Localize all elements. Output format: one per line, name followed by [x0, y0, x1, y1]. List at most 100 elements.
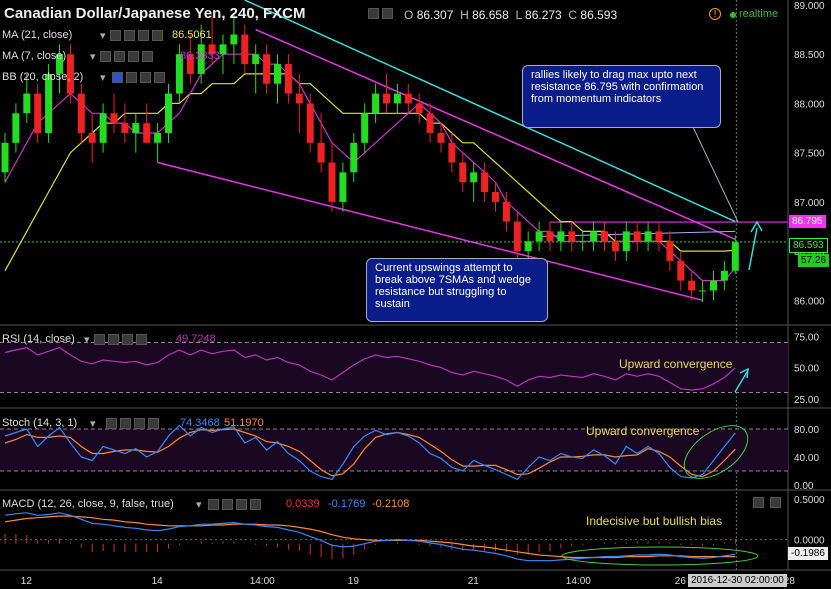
- ma7-dropdown-icon[interactable]: ▾: [90, 51, 96, 63]
- ma7-close-icon[interactable]: [142, 51, 153, 62]
- candle-body: [557, 231, 565, 242]
- candle-body: [350, 142, 358, 173]
- eye-icon[interactable]: [368, 8, 379, 19]
- stoch-highlight-ellipse: [683, 425, 749, 479]
- candle-body: [502, 201, 510, 222]
- stoch-label[interactable]: Stoch (14, 3, 1): [2, 417, 78, 429]
- rsi-dropdown-icon[interactable]: ▾: [84, 334, 90, 346]
- stoch-k-value: 74.3468: [180, 417, 220, 429]
- bb-dropdown-icon[interactable]: ▾: [100, 72, 106, 84]
- rsi-add-icon[interactable]: [122, 334, 133, 345]
- ma21-close-icon[interactable]: [152, 30, 163, 41]
- last-price-tag: 86.593: [789, 238, 828, 253]
- candle-body: [459, 162, 467, 183]
- candle-body: [404, 93, 412, 104]
- ma21-settings-icon[interactable]: [124, 30, 135, 41]
- ma7-settings-icon[interactable]: [114, 51, 125, 62]
- candle-body: [601, 231, 608, 242]
- macd-add-icon[interactable]: [236, 499, 247, 510]
- ma21-add-icon[interactable]: [138, 30, 149, 41]
- candle-body: [45, 73, 53, 133]
- macd-close-icon[interactable]: [250, 499, 261, 510]
- ma21-label[interactable]: MA (21, close): [2, 29, 73, 41]
- macd-label[interactable]: MACD (12, 26, close, 9, false, true): [2, 498, 174, 510]
- candle-body: [132, 123, 140, 133]
- up-arrow-main: [748, 227, 758, 271]
- x-axis-tick: 14:00: [250, 576, 275, 587]
- ma21-eye-icon[interactable]: [110, 30, 121, 41]
- price-axis-tick: 89.000: [794, 1, 825, 12]
- rsi-settings-icon[interactable]: [108, 334, 119, 345]
- realtime-dot-icon: [730, 12, 736, 18]
- bb-label[interactable]: BB (20, close, 2): [2, 71, 84, 83]
- close-label: C: [568, 8, 578, 22]
- candle-body: [372, 93, 380, 114]
- price-axis-tick: 88.000: [794, 99, 825, 110]
- macd-dropdown-icon[interactable]: ▾: [196, 499, 202, 511]
- x-axis-tick: 14:00: [566, 576, 591, 587]
- macd-move-down-icon[interactable]: [770, 497, 781, 508]
- candle-body: [633, 231, 641, 242]
- candle-body: [688, 280, 696, 291]
- annotation-pointer-line: [692, 126, 739, 223]
- ma21-dropdown-icon[interactable]: ▾: [100, 30, 106, 42]
- bb-settings-icon[interactable]: [126, 72, 137, 83]
- stoch-add-icon[interactable]: [134, 418, 145, 429]
- annotation-bottom: Current upswings attempt to break above …: [366, 258, 548, 322]
- price-axis-tick: 88.500: [794, 50, 825, 61]
- annotation-macd: Indecisive but bullish bias: [586, 514, 723, 528]
- candle-body: [143, 123, 151, 143]
- candle-body: [295, 93, 303, 104]
- rsi-axis-tick: 50.00: [794, 364, 819, 375]
- rsi-label[interactable]: RSI (14, close): [2, 333, 75, 345]
- bb-close-icon[interactable]: [154, 72, 165, 83]
- candle-body: [186, 54, 194, 74]
- stoch-settings-icon[interactable]: [120, 418, 131, 429]
- macd-price-tag: -0.1986: [788, 547, 828, 560]
- annotation-stoch: Upward convergence: [586, 424, 700, 438]
- rsi-band: [0, 342, 788, 393]
- stoch-eye-icon[interactable]: [106, 418, 117, 429]
- rsi-eye-icon[interactable]: [94, 334, 105, 345]
- macd-move-up-icon[interactable]: [753, 497, 764, 508]
- bb-add-icon[interactable]: [140, 72, 151, 83]
- candle-body: [12, 113, 20, 143]
- x-axis-tick: 28: [784, 576, 796, 587]
- macd-signal-line: [4, 515, 736, 559]
- rsi-axis-tick: 25.00: [794, 395, 819, 406]
- stoch-close-icon[interactable]: [148, 418, 159, 429]
- up-arrow-main-head: [750, 220, 763, 233]
- macd-eye-icon[interactable]: [208, 499, 219, 510]
- ma7-label[interactable]: MA (7, close): [2, 50, 67, 62]
- candle-body: [241, 34, 249, 65]
- rsi-value: 49.7248: [176, 333, 216, 345]
- x-axis-tick: 26: [675, 576, 687, 587]
- candle-body: [666, 241, 674, 261]
- stoch-dropdown-icon[interactable]: ▾: [90, 418, 96, 430]
- ma7-eye-icon[interactable]: [100, 51, 111, 62]
- candle-body: [317, 142, 325, 163]
- close-value: 86.593: [580, 8, 618, 22]
- candle-body: [470, 172, 478, 183]
- low-value: 86.273: [525, 8, 562, 22]
- bb-eye-icon[interactable]: [112, 72, 123, 83]
- macd-settings-icon[interactable]: [222, 499, 233, 510]
- candle-body: [655, 231, 663, 242]
- x-axis-tick: 12: [21, 576, 33, 587]
- rsi-line: [4, 346, 736, 391]
- macd-value-2: -0.1769: [328, 498, 366, 510]
- rsi-arrow: [734, 371, 748, 393]
- annotation-rsi: Upward convergence: [619, 357, 733, 371]
- candle-body: [23, 93, 31, 114]
- macd-line: [4, 512, 736, 562]
- warning-icon[interactable]: !: [709, 8, 721, 20]
- wedge-lower-line: [157, 161, 703, 302]
- ma7-add-icon[interactable]: [128, 51, 139, 62]
- candle-body: [208, 44, 216, 55]
- rsi-close-icon[interactable]: [136, 334, 147, 345]
- settings-icon[interactable]: [382, 8, 393, 19]
- candle-body: [393, 93, 401, 104]
- candle-body: [622, 231, 630, 252]
- candle-body: [699, 290, 707, 292]
